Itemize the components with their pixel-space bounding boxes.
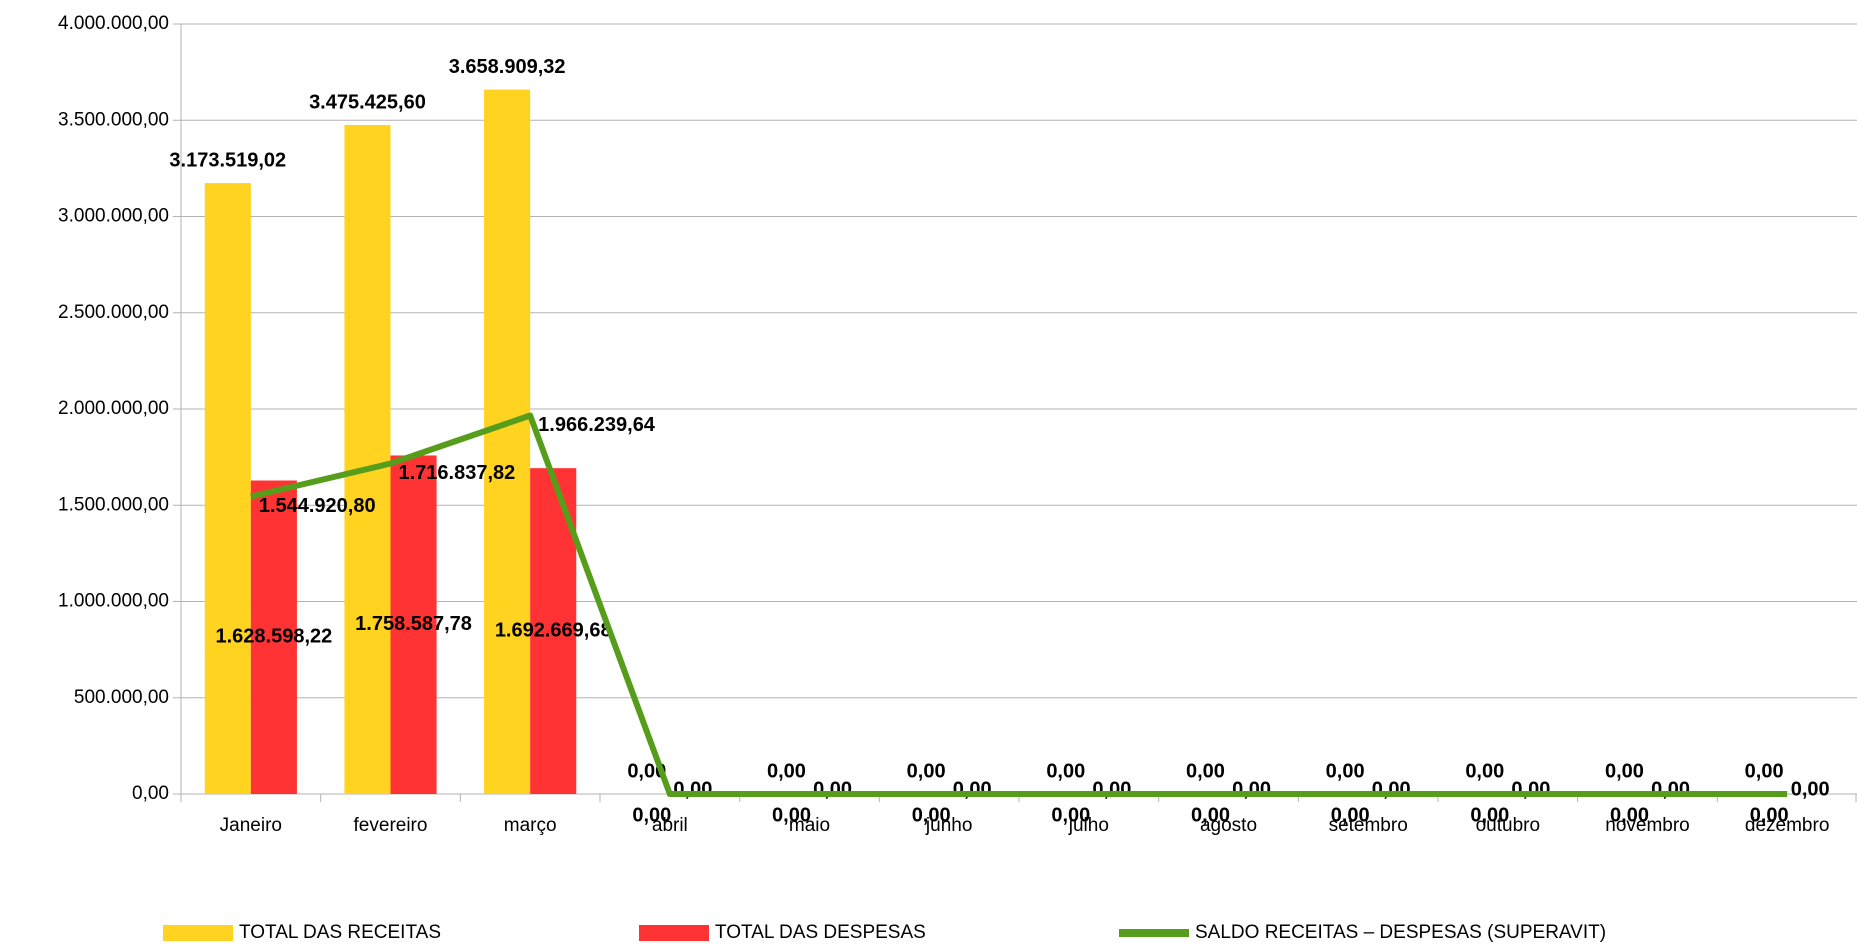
legend-label: SALDO RECEITAS – DESPESAS (SUPERAVIT) bbox=[1195, 922, 1606, 943]
value-label: 1.692.669,68 bbox=[495, 619, 612, 641]
y-tick-label: 500.000,00 bbox=[74, 687, 169, 708]
x-tick-label: setembro bbox=[1329, 815, 1408, 836]
value-label: 0,00 bbox=[1186, 760, 1225, 782]
value-label: 0,00 bbox=[1610, 804, 1649, 826]
value-label: 0,00 bbox=[1605, 760, 1644, 782]
value-label: 3.475.425,60 bbox=[309, 91, 426, 113]
value-label: 0,00 bbox=[1051, 804, 1090, 826]
value-label: 0,00 bbox=[1750, 804, 1789, 826]
x-tick-label: abril bbox=[652, 815, 688, 836]
value-label: 0,00 bbox=[1046, 760, 1085, 782]
line bbox=[250, 412, 1788, 797]
x-tick-label: julho bbox=[1068, 815, 1109, 836]
bar bbox=[484, 89, 531, 794]
value-label: 0,00 bbox=[912, 804, 951, 826]
value-label: 0,00 bbox=[1745, 760, 1784, 782]
y-tick-label: 4.000.000,00 bbox=[58, 13, 169, 34]
x-tick-label: agosto bbox=[1200, 815, 1257, 836]
value-label: 1.628.598,22 bbox=[215, 626, 332, 648]
value-label: 0,00 bbox=[1331, 804, 1370, 826]
legend-swatch bbox=[1119, 929, 1189, 937]
value-label: 0,00 bbox=[1326, 760, 1365, 782]
y-tick-label: 0,00 bbox=[132, 783, 169, 804]
bar bbox=[390, 455, 437, 794]
legend-label: TOTAL DAS DESPESAS bbox=[715, 922, 926, 943]
value-label: 1.716.837,82 bbox=[399, 462, 516, 484]
value-label: 1.758.587,78 bbox=[355, 613, 472, 635]
x-tick-label: dezembro bbox=[1745, 815, 1830, 836]
value-label: 1.544.920,80 bbox=[259, 495, 376, 517]
x-tick-label: outubro bbox=[1476, 815, 1540, 836]
y-tick-label: 1.500.000,00 bbox=[58, 494, 169, 515]
y-tick-label: 1.000.000,00 bbox=[58, 591, 169, 612]
x-tick-label: março bbox=[504, 815, 557, 836]
y-tick-label: 3.000.000,00 bbox=[58, 206, 169, 227]
legend-swatch bbox=[639, 925, 709, 941]
y-tick-label: 3.500.000,00 bbox=[58, 109, 169, 130]
value-label: 3.658.909,32 bbox=[449, 56, 566, 78]
y-tick-label: 2.500.000,00 bbox=[58, 302, 169, 323]
value-label: 0,00 bbox=[1470, 804, 1509, 826]
bar bbox=[250, 480, 297, 794]
x-tick-label: Janeiro bbox=[220, 815, 282, 836]
value-label: 1.966.239,64 bbox=[538, 414, 656, 436]
y-tick-label: 2.000.000,00 bbox=[58, 398, 169, 419]
bar bbox=[204, 183, 251, 794]
x-tick-label: maio bbox=[789, 815, 830, 836]
value-label: 0,00 bbox=[1465, 760, 1504, 782]
value-label: 0,00 bbox=[772, 804, 811, 826]
legend-label: TOTAL DAS RECEITAS bbox=[239, 922, 441, 943]
x-tick-label: novembro bbox=[1605, 815, 1690, 836]
value-label: 0,00 bbox=[1791, 778, 1830, 800]
value-label: 0,00 bbox=[907, 760, 946, 782]
x-tick-label: fevereiro bbox=[354, 815, 428, 836]
x-tick-label: junho bbox=[925, 815, 973, 836]
value-label: 3.173.519,02 bbox=[169, 149, 286, 171]
legend-swatch bbox=[163, 925, 233, 941]
bar bbox=[344, 124, 391, 794]
value-label: 0,00 bbox=[767, 760, 806, 782]
value-label: 0,00 bbox=[632, 804, 671, 826]
value-label: 0,00 bbox=[1191, 804, 1230, 826]
